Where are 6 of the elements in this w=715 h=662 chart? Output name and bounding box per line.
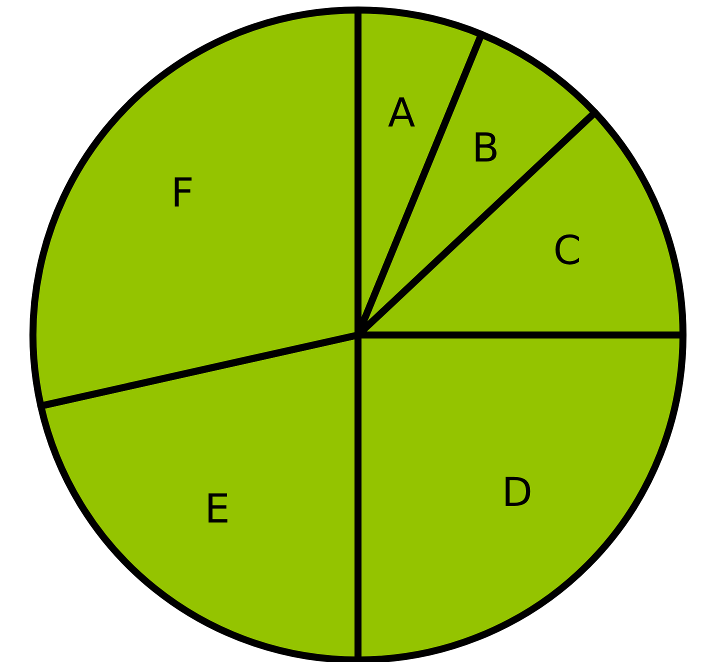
slice-label: C — [553, 228, 582, 274]
slice-label: F — [170, 170, 194, 216]
slice-label: A — [388, 90, 416, 136]
slice-label: B — [472, 126, 500, 172]
slice-label: E — [204, 486, 230, 533]
slice-label: D — [502, 470, 533, 516]
